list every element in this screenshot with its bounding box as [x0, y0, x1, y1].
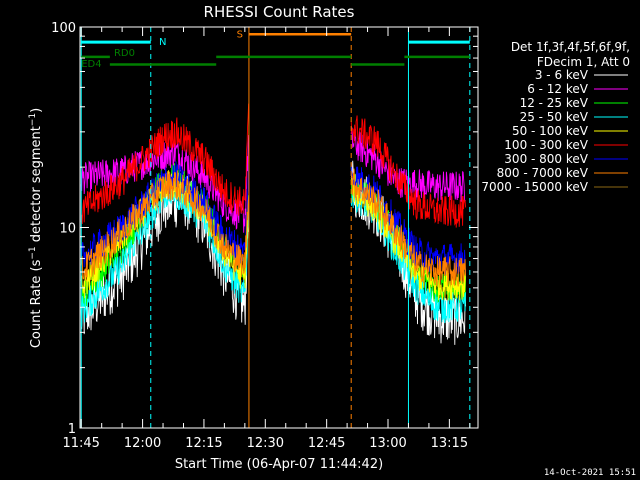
series-line-6-0 — [80, 161, 250, 271]
y-tick-label: 10 — [59, 222, 76, 237]
legend-label: 100 - 300 keV — [504, 138, 588, 152]
footer-timestamp: 14-Oct-2021 15:51 — [544, 468, 636, 478]
y-axis-label: Count Rate (s−1 detector segment−1) — [28, 108, 44, 348]
legend-header-line-1: Det 1f,3f,4f,5f,6f,9f, — [511, 40, 630, 54]
flag-label-2: RD0 — [114, 48, 135, 59]
legend-label: 300 - 800 keV — [504, 152, 588, 166]
x-tick-label: 12:45 — [308, 436, 345, 451]
legend-label: 7000 - 15000 keV — [481, 180, 588, 194]
legend-label: 50 - 100 keV — [512, 124, 589, 138]
flag-label-0: N — [159, 37, 166, 48]
legend-label: 12 - 25 keV — [520, 96, 589, 110]
x-axis-label: Start Time (06-Apr-07 11:44:42) — [175, 457, 383, 472]
x-tick-label: 12:00 — [124, 436, 161, 451]
legend-header-line-2: FDecim 1, Att 0 — [537, 55, 630, 69]
data-layer — [80, 103, 467, 345]
chart-title: RHESSI Count Rates — [204, 3, 355, 21]
x-tick-label: 12:15 — [185, 436, 222, 451]
flag-label-3: ED4 — [81, 59, 101, 70]
x-tick-label: 13:15 — [431, 436, 468, 451]
legend-label: 3 - 6 keV — [535, 68, 589, 82]
x-tick-label: 13:00 — [369, 436, 406, 451]
x-tick-label: 11:45 — [62, 436, 99, 451]
axes-layer: 1 10 100 11:45 12:00 12:15 12:30 12:45 13:00 13:1… — [51, 21, 479, 451]
series-line-5-0 — [80, 103, 250, 225]
legend-label: 6 - 12 keV — [527, 82, 589, 96]
series-line-7-0 — [80, 170, 250, 281]
legend-label: 25 - 50 keV — [520, 110, 589, 124]
legend: Det 1f,3f,4f,5f,6f,9f, FDecim 1, Att 0 3… — [481, 40, 630, 194]
y-tick-label: 100 — [51, 21, 76, 36]
legend-label: 800 - 7000 keV — [497, 166, 589, 180]
y-tick-label: 1 — [68, 422, 76, 437]
flag-label-1: S — [237, 29, 243, 40]
x-tick-label: 12:30 — [247, 436, 284, 451]
